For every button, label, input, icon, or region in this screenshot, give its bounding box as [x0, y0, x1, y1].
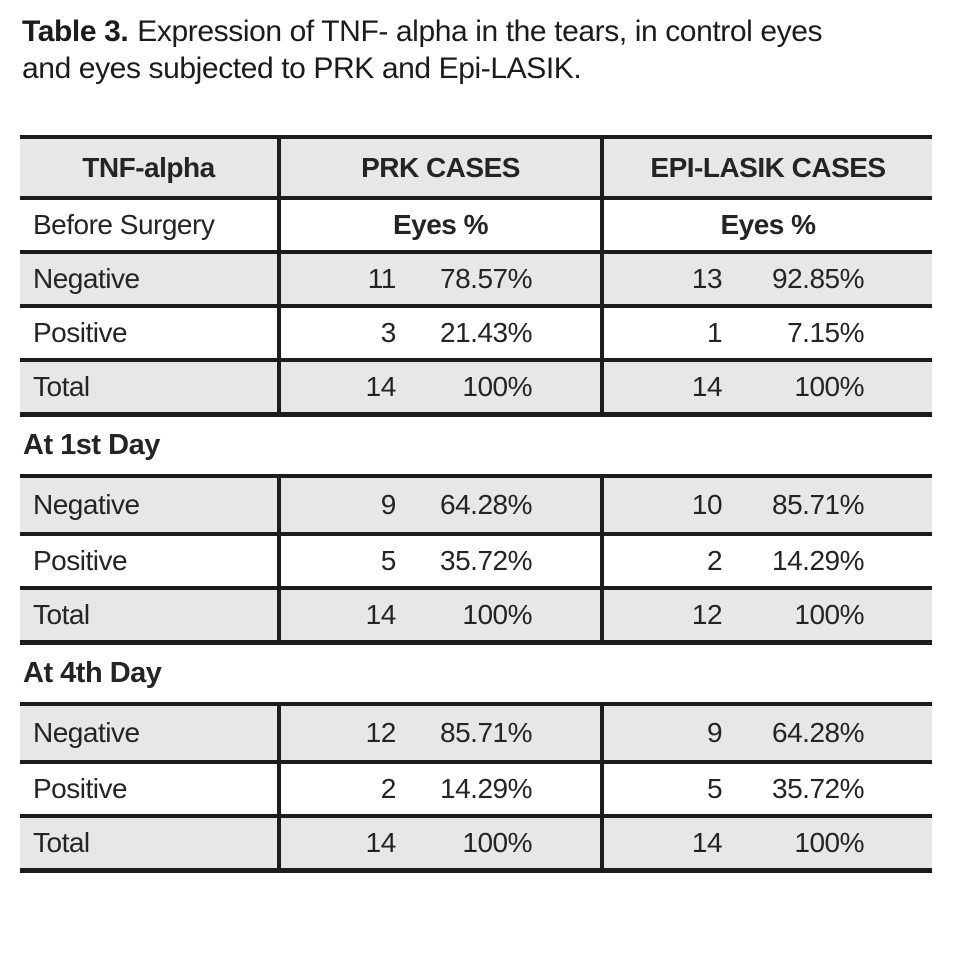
table-header-row: TNF-alpha PRK CASES EPI-LASIK CASES — [20, 139, 932, 196]
tnf-alpha-table: TNF-alpha PRK CASES EPI-LASIK CASES Befo… — [20, 135, 932, 873]
caption-line-1: Table 3. Expression of TNF- alpha in the … — [22, 13, 932, 50]
prk-percent: 100% — [462, 599, 532, 630]
subheader-prk-eyes-pct: Eyes % — [277, 200, 600, 250]
prk-cell: 14 100% — [277, 818, 600, 868]
prk-cell: 14 100% — [277, 362, 600, 412]
prk-percent: 85.71% — [440, 717, 532, 748]
epi-percent: 14.29% — [772, 545, 864, 576]
prk-count: 14 — [365, 599, 397, 630]
table-row: Positive 2 14.29% 5 35.72% — [20, 760, 932, 814]
section-before-surgery: TNF-alpha PRK CASES EPI-LASIK CASES Befo… — [20, 135, 932, 417]
epi-percent: 85.71% — [772, 489, 864, 520]
caption-line-2: and eyes subjected to PRK and Epi-LASIK. — [22, 52, 582, 85]
epi-count: 13 — [691, 263, 723, 294]
row-label: Total — [33, 371, 90, 402]
epi-cell: 9 64.28% — [600, 706, 932, 760]
prk-count: 5 — [380, 545, 397, 576]
prk-percent: 35.72% — [440, 545, 532, 576]
epi-cell: 10 85.71% — [600, 478, 932, 532]
epi-count: 9 — [707, 717, 723, 748]
prk-cell: 2 14.29% — [277, 764, 600, 814]
epi-count: 10 — [691, 489, 723, 520]
row-label: Positive — [33, 773, 128, 804]
prk-count: 9 — [380, 489, 397, 520]
section-title-at-1st-day: At 1st Day — [23, 429, 160, 461]
prk-percent: 64.28% — [440, 489, 532, 520]
prk-cell: 3 21.43% — [277, 308, 600, 358]
prk-count: 11 — [367, 263, 397, 294]
epi-count: 1 — [707, 317, 723, 348]
caption-text-1: Expression of TNF- alpha in the tears, i… — [137, 15, 823, 48]
table-row: Total 14 100% 12 100% — [20, 586, 932, 640]
table-row: Negative 9 64.28% 10 85.71% — [20, 478, 932, 532]
subheader-epi-eyes-pct: Eyes % — [600, 200, 932, 250]
epi-count: 14 — [691, 827, 723, 858]
table-row: Negative 12 85.71% 9 64.28% — [20, 706, 932, 760]
header-prk-cases: PRK CASES — [277, 139, 600, 196]
prk-count: 3 — [380, 317, 397, 348]
prk-count: 12 — [365, 717, 397, 748]
epi-count: 5 — [707, 773, 723, 804]
table-row: Positive 3 21.43% 1 7.15% — [20, 304, 932, 358]
epi-cell: 14 100% — [600, 818, 932, 868]
header-tnf-alpha: TNF-alpha — [82, 151, 215, 183]
row-label: Negative — [33, 263, 140, 294]
epi-cell: 2 14.29% — [600, 536, 932, 586]
row-label: Negative — [33, 489, 140, 520]
epi-count: 2 — [707, 545, 723, 576]
prk-percent: 100% — [462, 827, 532, 858]
row-label: Total — [33, 827, 90, 858]
section-title-at-4th-day: At 4th Day — [23, 657, 162, 689]
table-row: Negative 11 78.57% 13 92.85% — [20, 250, 932, 304]
epi-cell: 13 92.85% — [600, 254, 932, 304]
row-label: Positive — [33, 545, 128, 576]
section-at-1st-day: Negative 9 64.28% 10 85.71% Positive 5 35.7… — [20, 474, 932, 645]
subheader-row: Before Surgery Eyes % Eyes % — [20, 196, 932, 250]
prk-cell: 9 64.28% — [277, 478, 600, 532]
prk-percent: 14.29% — [440, 773, 532, 804]
prk-count: 2 — [380, 773, 397, 804]
table-row: Total 14 100% 14 100% — [20, 358, 932, 412]
epi-percent: 100% — [794, 827, 864, 858]
table-row: Positive 5 35.72% 2 14.29% — [20, 532, 932, 586]
prk-count: 14 — [365, 827, 397, 858]
epi-percent: 7.15% — [787, 317, 864, 348]
prk-cell: 14 100% — [277, 590, 600, 640]
prk-cell: 11 78.57% — [277, 254, 600, 304]
header-epi-lasik-cases: EPI-LASIK CASES — [600, 139, 932, 196]
epi-percent: 92.85% — [772, 263, 864, 294]
epi-count: 14 — [691, 371, 723, 402]
epi-percent: 35.72% — [772, 773, 864, 804]
epi-count: 12 — [691, 599, 723, 630]
row-label: Total — [33, 599, 90, 630]
prk-cell: 5 35.72% — [277, 536, 600, 586]
prk-percent: 100% — [462, 371, 532, 402]
section-at-4th-day: Negative 12 85.71% 9 64.28% Positive 2 14.2… — [20, 702, 932, 873]
page: { "caption": { "prefix": "Table 3.", "li… — [0, 13, 954, 958]
row-label: Negative — [33, 717, 140, 748]
epi-cell: 1 7.15% — [600, 308, 932, 358]
epi-percent: 64.28% — [772, 717, 864, 748]
prk-percent: 21.43% — [440, 317, 532, 348]
epi-cell: 12 100% — [600, 590, 932, 640]
caption-table-number: Table 3. — [22, 15, 129, 48]
table-caption: Table 3. Expression of TNF- alpha in the … — [22, 13, 932, 87]
prk-percent: 78.57% — [440, 263, 532, 294]
epi-cell: 5 35.72% — [600, 764, 932, 814]
subheader-before-surgery: Before Surgery — [33, 209, 215, 240]
row-label: Positive — [33, 317, 128, 348]
epi-cell: 14 100% — [600, 362, 932, 412]
epi-percent: 100% — [794, 599, 864, 630]
prk-cell: 12 85.71% — [277, 706, 600, 760]
prk-count: 14 — [365, 371, 397, 402]
epi-percent: 100% — [794, 371, 864, 402]
table-row: Total 14 100% 14 100% — [20, 814, 932, 868]
